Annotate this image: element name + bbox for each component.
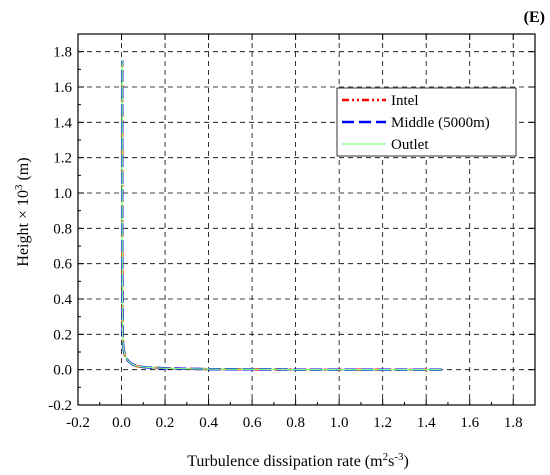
plot-frame [77, 33, 536, 406]
legend[interactable]: Intel Middle (5000m) Outlet [336, 87, 517, 157]
y-tick-label: 1.2 [53, 151, 72, 167]
x-tick-label: 1.2 [373, 415, 392, 431]
x-tick-label: 0.2 [156, 415, 175, 431]
x-tick-label: 0.6 [243, 415, 262, 431]
x-axis-title: Turbulence dissipation rate (m2s-3) [187, 451, 409, 470]
y-tick-label: 0.8 [53, 221, 72, 237]
y-tick-label: -0.2 [48, 398, 72, 414]
legend-label-1: Middle (5000m) [391, 115, 490, 131]
panel-label: (E) [524, 9, 545, 26]
x-tick-label: 1.6 [460, 415, 479, 431]
y-tick-label: 1.8 [53, 45, 72, 61]
axis-ticks: -0.2 0.0 0.2 0.4 0.6 0.8 1.0 1.2 1.4 1.6 1.8 -0.2 0.… [48, 34, 535, 431]
y-tick-label: 0.0 [53, 363, 72, 379]
y-tick-label: 0.6 [53, 257, 72, 273]
plot-series [120, 60, 442, 371]
x-tick-label: 0.0 [112, 415, 131, 431]
legend-label-2: Outlet [391, 137, 429, 153]
x-tick-label: 0.8 [286, 415, 305, 431]
y-tick-label: 0.2 [53, 327, 72, 343]
y-axis-title: Height × 103 (m) [13, 157, 32, 266]
x-tick-label: 1.0 [330, 415, 349, 431]
x-tick-label: 0.4 [199, 415, 218, 431]
series-line-2 [121, 60, 442, 371]
y-tick-label: 1.0 [53, 186, 72, 202]
legend-label-0: Intel [391, 93, 419, 109]
y-tick-label: 1.6 [53, 80, 72, 96]
y-tick-label: 1.4 [53, 115, 72, 131]
y-tick-label: 0.4 [53, 292, 72, 308]
x-tick-label: -0.2 [66, 415, 90, 431]
x-tick-label: 1.8 [504, 415, 523, 431]
x-tick-label: 1.4 [417, 415, 436, 431]
